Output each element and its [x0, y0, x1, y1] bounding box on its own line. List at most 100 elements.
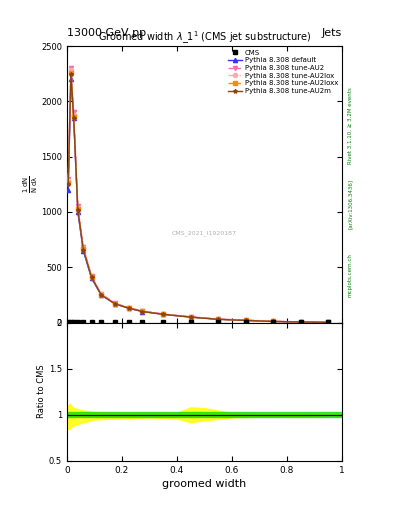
- Pythia 8.308 tune-AU2loxx: [188, 314, 193, 320]
- Pythia 8.308 default: [216, 316, 220, 323]
- CMS: [66, 319, 71, 326]
- Line: CMS: CMS: [66, 320, 330, 325]
- Pythia 8.308 tune-AU2: [81, 244, 86, 250]
- Pythia 8.308 default: [127, 305, 131, 311]
- Pythia 8.308 default: [66, 187, 71, 193]
- Pythia 8.308 tune-AU2lox: [127, 305, 131, 311]
- Line: Pythia 8.308 tune-AU2: Pythia 8.308 tune-AU2: [66, 66, 330, 325]
- Pythia 8.308 tune-AU2m: [298, 319, 303, 325]
- Pythia 8.308 default: [161, 311, 165, 317]
- Legend: CMS, Pythia 8.308 default, Pythia 8.308 tune-AU2, Pythia 8.308 tune-AU2lox, Pyth: CMS, Pythia 8.308 default, Pythia 8.308 …: [227, 48, 340, 96]
- Pythia 8.308 default: [243, 317, 248, 324]
- CMS: [216, 319, 220, 326]
- Pythia 8.308 tune-AU2loxx: [99, 292, 104, 298]
- Pythia 8.308 tune-AU2: [188, 314, 193, 320]
- Pythia 8.308 tune-AU2loxx: [298, 319, 303, 325]
- Pythia 8.308 tune-AU2: [99, 291, 104, 297]
- Pythia 8.308 tune-AU2lox: [81, 245, 86, 251]
- Pythia 8.308 tune-AU2: [127, 305, 131, 311]
- CMS: [81, 319, 86, 326]
- Line: Pythia 8.308 default: Pythia 8.308 default: [66, 77, 330, 325]
- Pythia 8.308 tune-AU2lox: [243, 317, 248, 323]
- Pythia 8.308 tune-AU2m: [75, 207, 80, 213]
- Pythia 8.308 tune-AU2m: [113, 301, 118, 307]
- Line: Pythia 8.308 tune-AU2lox: Pythia 8.308 tune-AU2lox: [66, 68, 330, 325]
- Pythia 8.308 tune-AU2loxx: [75, 206, 80, 212]
- Pythia 8.308 tune-AU2lox: [326, 319, 331, 326]
- Pythia 8.308 tune-AU2m: [161, 311, 165, 317]
- Pythia 8.308 tune-AU2lox: [68, 68, 73, 74]
- Pythia 8.308 default: [89, 275, 94, 282]
- Pythia 8.308 tune-AU2m: [326, 319, 331, 326]
- Pythia 8.308 tune-AU2loxx: [89, 274, 94, 280]
- Pythia 8.308 tune-AU2m: [81, 246, 86, 252]
- Pythia 8.308 tune-AU2lox: [99, 291, 104, 297]
- Text: mcplots.cern.ch: mcplots.cern.ch: [347, 253, 353, 297]
- Pythia 8.308 default: [68, 76, 73, 82]
- Pythia 8.308 tune-AU2lox: [161, 311, 165, 317]
- Pythia 8.308 tune-AU2m: [216, 316, 220, 323]
- Pythia 8.308 tune-AU2loxx: [68, 70, 73, 76]
- CMS: [72, 319, 76, 326]
- Y-axis label: Ratio to CMS: Ratio to CMS: [37, 365, 46, 418]
- Pythia 8.308 tune-AU2m: [127, 305, 131, 311]
- Pythia 8.308 default: [298, 319, 303, 325]
- Pythia 8.308 tune-AU2m: [66, 181, 71, 187]
- Text: CMS_2021_I1920187: CMS_2021_I1920187: [172, 230, 237, 236]
- Pythia 8.308 tune-AU2m: [243, 317, 248, 324]
- Pythia 8.308 tune-AU2: [113, 300, 118, 306]
- CMS: [298, 319, 303, 326]
- Title: Groomed width $\lambda\_1^1$ (CMS jet substructure): Groomed width $\lambda\_1^1$ (CMS jet su…: [97, 30, 311, 46]
- Pythia 8.308 tune-AU2lox: [140, 308, 145, 314]
- Pythia 8.308 tune-AU2loxx: [243, 317, 248, 324]
- Pythia 8.308 tune-AU2m: [188, 314, 193, 320]
- CMS: [127, 319, 131, 326]
- Pythia 8.308 tune-AU2loxx: [216, 316, 220, 323]
- Text: Rivet 3.1.10, ≥ 3.2M events: Rivet 3.1.10, ≥ 3.2M events: [347, 88, 353, 164]
- CMS: [161, 319, 165, 326]
- Y-axis label: $\mathregular{\frac{1}{N} \frac{dN}{d\lambda}}$: $\mathregular{\frac{1}{N} \frac{dN}{d\la…: [21, 176, 40, 193]
- Pythia 8.308 default: [271, 318, 275, 325]
- Pythia 8.308 tune-AU2: [326, 319, 331, 325]
- Pythia 8.308 tune-AU2: [298, 319, 303, 325]
- Pythia 8.308 tune-AU2: [68, 65, 73, 71]
- Pythia 8.308 default: [99, 292, 104, 298]
- Pythia 8.308 tune-AU2: [216, 316, 220, 322]
- Pythia 8.308 tune-AU2: [66, 176, 71, 182]
- CMS: [75, 319, 80, 326]
- Pythia 8.308 default: [72, 115, 76, 121]
- CMS: [243, 319, 248, 326]
- Text: Jets: Jets: [321, 28, 342, 38]
- Pythia 8.308 tune-AU2m: [89, 274, 94, 281]
- Pythia 8.308 tune-AU2lox: [75, 204, 80, 210]
- Pythia 8.308 tune-AU2loxx: [72, 114, 76, 120]
- Pythia 8.308 default: [113, 301, 118, 307]
- Text: [arXiv:1306.3436]: [arXiv:1306.3436]: [347, 179, 353, 229]
- CMS: [188, 319, 193, 326]
- Pythia 8.308 tune-AU2lox: [72, 112, 76, 118]
- CMS: [140, 319, 145, 326]
- Pythia 8.308 default: [326, 319, 331, 326]
- Pythia 8.308 tune-AU2lox: [298, 319, 303, 325]
- Pythia 8.308 default: [81, 248, 86, 254]
- CMS: [99, 319, 104, 326]
- CMS: [89, 319, 94, 326]
- Pythia 8.308 tune-AU2lox: [113, 301, 118, 307]
- Pythia 8.308 default: [140, 308, 145, 314]
- Pythia 8.308 tune-AU2lox: [271, 318, 275, 325]
- CMS: [68, 319, 73, 326]
- Pythia 8.308 default: [188, 314, 193, 320]
- Pythia 8.308 tune-AU2loxx: [326, 319, 331, 326]
- Pythia 8.308 tune-AU2: [75, 203, 80, 209]
- X-axis label: groomed width: groomed width: [162, 479, 246, 489]
- Pythia 8.308 tune-AU2loxx: [127, 305, 131, 311]
- Pythia 8.308 tune-AU2m: [72, 115, 76, 121]
- Pythia 8.308 tune-AU2loxx: [66, 180, 71, 186]
- Pythia 8.308 tune-AU2m: [68, 71, 73, 77]
- CMS: [326, 319, 331, 326]
- Pythia 8.308 default: [75, 209, 80, 215]
- Pythia 8.308 tune-AU2lox: [89, 273, 94, 280]
- Pythia 8.308 tune-AU2loxx: [113, 301, 118, 307]
- Pythia 8.308 tune-AU2loxx: [140, 308, 145, 314]
- CMS: [113, 319, 118, 326]
